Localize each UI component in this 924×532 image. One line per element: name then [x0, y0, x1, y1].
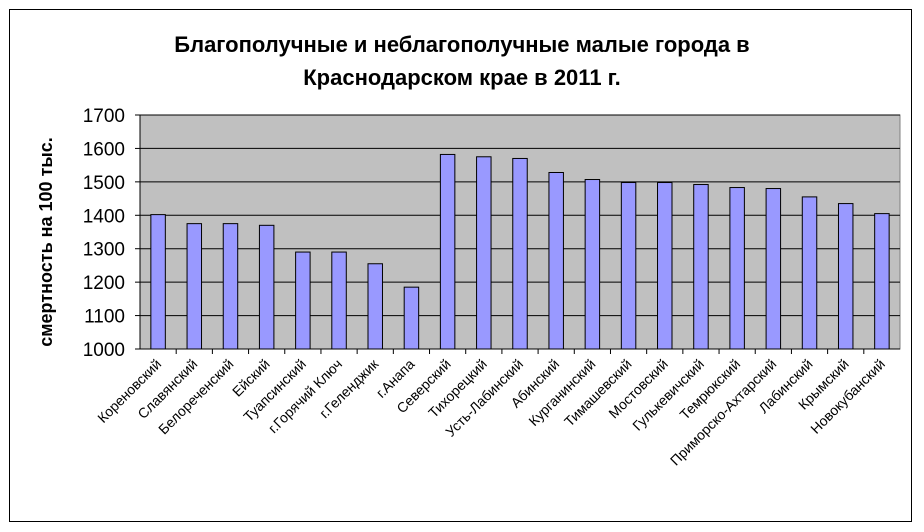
y-tick-label: 1300	[83, 240, 125, 261]
bar	[512, 157, 528, 350]
bar	[620, 182, 637, 350]
y-tick-label: 1100	[84, 307, 125, 328]
bar	[801, 196, 818, 350]
bar	[476, 156, 492, 350]
y-tick-label: 1000	[83, 340, 125, 361]
bar	[403, 286, 420, 350]
chart-title: Благополучные и неблагополучные малые го…	[0, 28, 924, 94]
y-tick-label: 1200	[83, 273, 125, 294]
bar	[439, 153, 456, 350]
chart-title-line-1: Благополучные и неблагополучные малые го…	[174, 32, 750, 57]
bar	[222, 223, 239, 350]
bar	[874, 213, 890, 350]
chart-title-line-2: Краснодарском крае в 2011 г.	[303, 65, 621, 90]
y-tick-labels: 1000 1100 1200 1300 1400 1500 1600 1700	[83, 106, 125, 361]
bar	[331, 251, 347, 350]
bar	[729, 187, 745, 350]
bar	[837, 203, 854, 350]
bar	[657, 182, 673, 350]
bar	[186, 223, 203, 350]
y-tick-label: 1400	[83, 206, 125, 227]
x-category-labels: КореновскийСлавянскийБелореченскийЕйский…	[94, 355, 888, 468]
bar	[258, 224, 275, 350]
y-tick-label: 1600	[83, 139, 125, 160]
y-tick-label: 1500	[83, 173, 125, 194]
bars	[150, 153, 890, 350]
bar	[150, 214, 166, 350]
y-tick-label: 1700	[83, 106, 125, 127]
bar	[367, 263, 383, 350]
bar	[548, 171, 564, 350]
y-axis-label: смертность на 100 тыс.	[36, 137, 56, 347]
bar	[295, 251, 311, 350]
bar	[765, 188, 782, 350]
bar	[693, 184, 709, 350]
axes	[135, 114, 900, 354]
bar	[584, 179, 601, 350]
